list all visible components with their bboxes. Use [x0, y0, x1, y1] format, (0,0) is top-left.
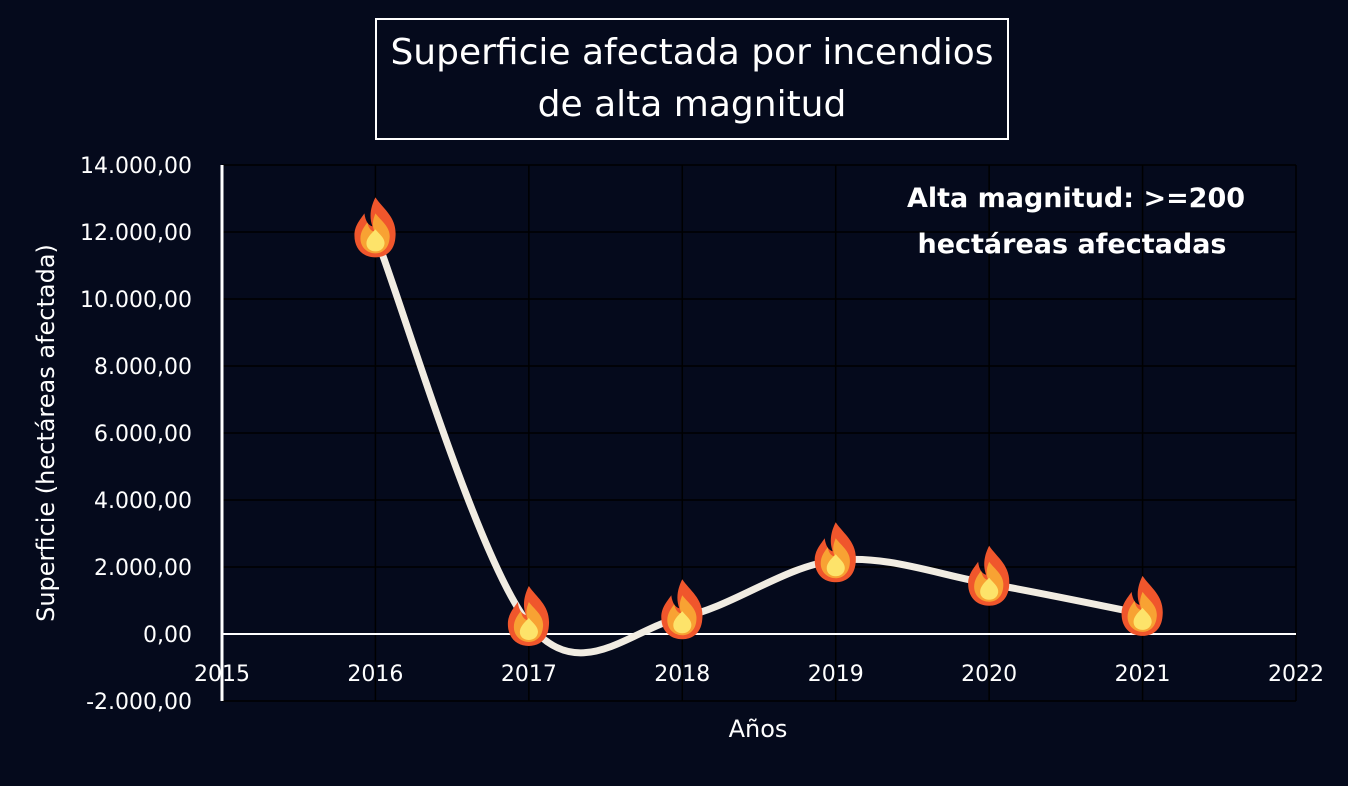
flame-marker [354, 197, 396, 258]
series [371, 231, 1147, 657]
flame-marker [814, 522, 856, 583]
y-tick-label: 14.000,00 [80, 154, 192, 179]
y-tick-label: 0,00 [143, 623, 192, 648]
flame-marker [661, 579, 703, 640]
flame-inner [673, 611, 692, 634]
x-tick-label: 2016 [347, 662, 403, 687]
chart-title-line-2: de alta magnitud [537, 84, 847, 125]
flame-inner [519, 617, 538, 640]
y-tick-label: 10.000,00 [80, 288, 192, 313]
flame-inner [366, 229, 385, 252]
y-tick-label: 2.000,00 [94, 556, 192, 581]
axes [220, 165, 1296, 701]
series-line [371, 231, 1147, 657]
x-tick-label: 2022 [1268, 662, 1324, 687]
flame-inner [1133, 607, 1152, 630]
flame-inner [980, 577, 999, 600]
y-tick-label: 8.000,00 [94, 355, 192, 380]
y-tick-label: 4.000,00 [94, 489, 192, 514]
x-tick-label: 2019 [808, 662, 864, 687]
chart-title-line-1: Superficie afectada por incendios [390, 32, 994, 73]
annotation-line-2: hectáreas afectadas [917, 229, 1226, 260]
markers [354, 197, 1163, 646]
annotation-line-1: Alta magnitud: >=200 [907, 183, 1245, 214]
y-tick-label: -2.000,00 [86, 690, 192, 715]
flame-marker [968, 545, 1010, 606]
y-tick-label: 6.000,00 [94, 422, 192, 447]
y-tick-labels: -2.000,00 0,00 2.000,00 4.000,00 6.000,00 8.0… [80, 154, 192, 715]
x-tick-label: 2018 [654, 662, 710, 687]
x-tick-label: 2021 [1115, 662, 1171, 687]
x-tick-label: 2015 [194, 662, 250, 687]
x-tick-labels: 2015 2016 2017 2018 2019 2020 2021 2022 [194, 662, 1324, 687]
flame-marker [1121, 575, 1163, 636]
flame-inner [826, 554, 845, 577]
x-tick-label: 2017 [501, 662, 557, 687]
flame-marker [507, 585, 550, 646]
y-axis-title: Superficie (hectáreas afectada) [32, 244, 60, 622]
y-tick-label: 12.000,00 [80, 221, 192, 246]
x-tick-label: 2020 [961, 662, 1017, 687]
x-axis-title: Años [729, 715, 788, 743]
chart-title: Superficie afectada por incendios de alt… [375, 18, 1009, 140]
